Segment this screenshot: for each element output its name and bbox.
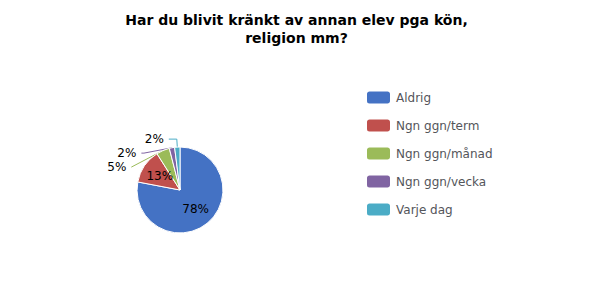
svg-text:5%: 5% — [107, 160, 126, 174]
svg-text:Ngn ggn/vecka: Ngn ggn/vecka — [396, 175, 486, 189]
svg-text:78%: 78% — [182, 202, 209, 216]
svg-text:Varje dag: Varje dag — [396, 203, 453, 217]
svg-text:2%: 2% — [117, 146, 136, 160]
svg-text:2%: 2% — [145, 132, 164, 146]
svg-text:13%: 13% — [146, 169, 173, 183]
svg-text:Har du blivit kränkt av annan: Har du blivit kränkt av annan elev pga k… — [125, 12, 468, 28]
svg-text:Ngn ggn/term: Ngn ggn/term — [396, 119, 479, 133]
svg-text:religion mm?: religion mm? — [245, 30, 348, 46]
svg-text:Ngn ggn/månad: Ngn ggn/månad — [396, 147, 493, 161]
svg-text:Aldrig: Aldrig — [396, 91, 431, 105]
